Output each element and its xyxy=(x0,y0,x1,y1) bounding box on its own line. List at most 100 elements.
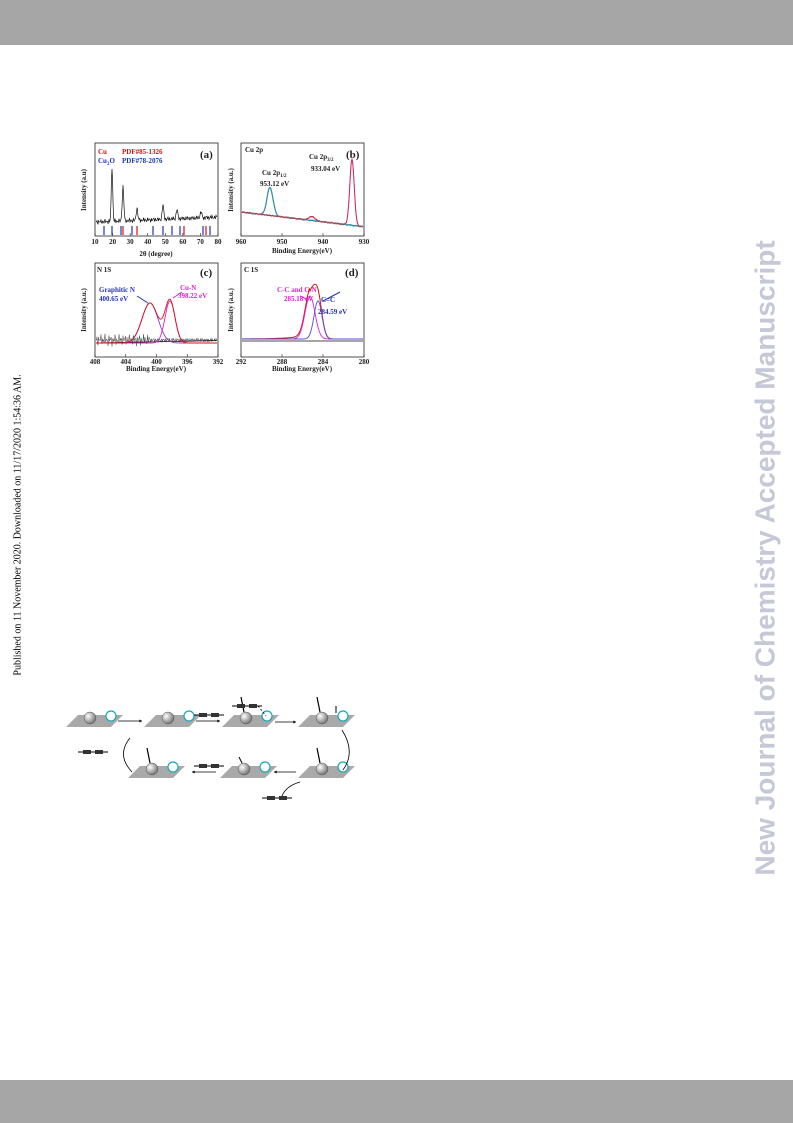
x-axis-label: Binding Energy(eV) xyxy=(272,247,333,255)
side-note: Published on 11 November 2020. Downloade… xyxy=(12,374,23,675)
footer-bar xyxy=(0,1080,793,1123)
arrow xyxy=(299,295,310,301)
adsorbate xyxy=(238,756,243,764)
measured-curve xyxy=(241,158,364,228)
arrow xyxy=(136,295,149,304)
metal-site xyxy=(83,711,97,725)
curved-arrow xyxy=(123,737,133,773)
peak-energy: 953.12 eV xyxy=(260,180,289,188)
legend-ref: PDF#78-2076 xyxy=(122,157,163,165)
peak-name: Graphitic N xyxy=(99,286,135,294)
x-axis-label: Binding Energy(eV) xyxy=(272,365,333,373)
legend-entry: Cu2O PDF#78-2076 xyxy=(98,157,163,167)
peak-main: Cu 2p xyxy=(262,169,280,177)
panel-label: (d) xyxy=(345,267,359,279)
x-tick-label: 60 xyxy=(179,238,187,246)
plot-frame xyxy=(240,262,365,358)
metal-site xyxy=(315,711,329,725)
panel-label: (a) xyxy=(200,149,213,161)
xrd-pattern xyxy=(95,168,218,225)
fit-curve xyxy=(96,300,217,344)
panel-label: (b) xyxy=(346,149,360,161)
legend-entry: Cu PDF#85-1326 xyxy=(98,148,163,156)
peak-name: Cu 2p1/2 xyxy=(262,169,287,179)
metal-site xyxy=(315,762,329,776)
arrow-head xyxy=(139,719,142,723)
metal-site xyxy=(239,711,253,725)
x-tick-label: 30 xyxy=(127,238,135,246)
curved-arrow xyxy=(341,729,350,771)
arrow-head xyxy=(293,720,296,724)
peak-energy: 285.18 eV xyxy=(284,295,313,303)
arrow xyxy=(172,291,183,299)
x-tick-label: 400 xyxy=(151,358,162,366)
arrow-head xyxy=(274,770,277,774)
peak-energy: 398.22 eV xyxy=(178,292,207,300)
x-tick-label: 70 xyxy=(197,238,205,246)
vacancy-site xyxy=(337,710,349,722)
arrow-head xyxy=(217,719,220,723)
legend-sub: 2 xyxy=(107,162,110,167)
vacancy-site xyxy=(183,710,195,722)
plot-frame xyxy=(94,142,219,237)
vacancy-site xyxy=(337,761,349,773)
peak-name: Cu-N xyxy=(180,284,196,292)
x-tick-label: 80 xyxy=(215,238,223,246)
x-axis-label: Binding Energy(eV) xyxy=(126,365,187,373)
figure: Cu PDF#85-1326 Cu2O PDF#78-2076 (a) Intens… xyxy=(80,142,370,373)
header-bar xyxy=(0,0,793,45)
peak-energy: 284.59 eV xyxy=(318,308,347,316)
molecule xyxy=(231,703,263,709)
vacancy-site xyxy=(259,761,271,773)
vacancy-site xyxy=(105,710,117,722)
vacancy-site xyxy=(167,761,179,773)
fit-curve xyxy=(241,157,363,228)
arrow-head xyxy=(192,770,195,774)
x-tick-label: 20 xyxy=(109,238,117,246)
panel-corner: N 1S xyxy=(97,266,111,274)
x-axis-label: 2θ (degree) xyxy=(139,250,173,258)
x-tick-label: 950 xyxy=(277,238,288,246)
adsorbate xyxy=(316,696,321,713)
y-axis-label: Intensity (a.u) xyxy=(80,168,88,211)
panel-corner: C 1S xyxy=(244,266,258,274)
measured-curve xyxy=(95,333,218,347)
arrow xyxy=(322,291,341,302)
x-tick-label: 10 xyxy=(92,238,100,246)
watermark: New Journal of Chemistry Accepted Manusc… xyxy=(749,240,780,875)
x-tick-label: 40 xyxy=(144,238,152,246)
peak-sub: 3/2 xyxy=(327,158,334,163)
peak-name: C-C and C-N xyxy=(277,286,317,294)
y-axis-label: Intensity (a.u.) xyxy=(227,167,235,211)
x-tick-label: 396 xyxy=(182,358,193,366)
fit-curve xyxy=(96,298,217,344)
adsorbate xyxy=(146,747,151,764)
fit-curve xyxy=(96,302,217,344)
x-tick-label: 930 xyxy=(359,238,370,246)
metal-site xyxy=(161,711,175,725)
panel-label: (c) xyxy=(200,267,213,279)
plot-frame xyxy=(240,142,365,237)
legend-name: Cu xyxy=(98,157,107,165)
curved-arrow xyxy=(281,781,301,797)
legend-name: Cu xyxy=(98,148,107,156)
peak-main: Cu 2p xyxy=(309,153,327,161)
peak-name: Cu 2p3/2 xyxy=(309,153,334,163)
fit-curve xyxy=(242,300,363,340)
x-tick-label: 280 xyxy=(359,358,370,366)
peak-energy: 400.65 eV xyxy=(99,295,128,303)
adsorbate xyxy=(316,747,321,764)
legend-ref: PDF#85-1326 xyxy=(122,148,163,156)
x-tick-label: 408 xyxy=(90,358,101,366)
x-tick-label: 284 xyxy=(318,358,329,366)
x-tick-label: 288 xyxy=(277,358,288,366)
peak-sub: 1/2 xyxy=(280,174,287,179)
peak-name: C=C xyxy=(321,296,335,304)
x-tick-label: 392 xyxy=(213,358,224,366)
x-tick-label: 292 xyxy=(236,358,247,366)
molecule xyxy=(193,763,225,769)
x-tick-label: 50 xyxy=(162,238,170,246)
x-tick-label: 404 xyxy=(121,358,132,366)
metal-site xyxy=(145,762,159,776)
